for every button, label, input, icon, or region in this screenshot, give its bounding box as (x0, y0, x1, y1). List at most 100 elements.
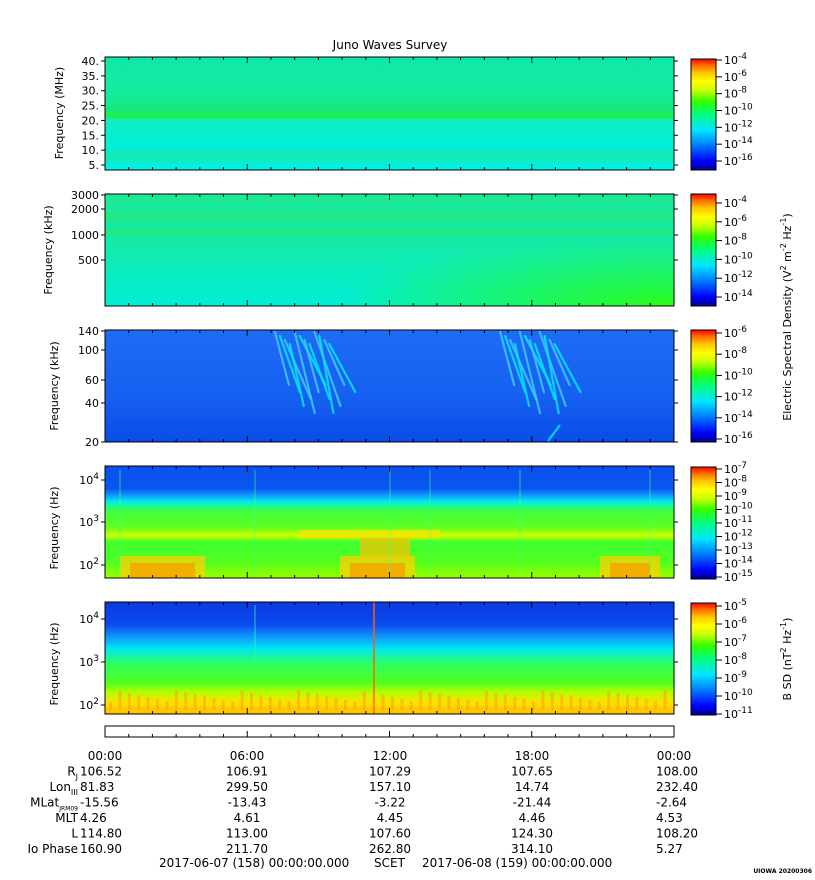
colorbar-tick-label: 10-8 (724, 86, 747, 101)
colorbar-tick-label: 10-8 (724, 233, 747, 248)
ephemeris-value: 232.40 (656, 780, 698, 794)
ephemeris-value: 106.91 (226, 765, 268, 779)
y-tick-label: 40. (82, 55, 100, 68)
colorbar-tick-label: 10-14 (724, 410, 753, 425)
burst-streak (318, 334, 335, 415)
ephemeris-value: 106.52 (80, 765, 122, 779)
panel-3-plot (105, 330, 674, 442)
emission-spike (127, 693, 131, 710)
y-tick-label: 1000 (71, 229, 99, 242)
ephemeris-value: 107.29 (369, 765, 411, 779)
y-tick-label: 500 (78, 254, 99, 267)
panel-3-ylabel: Frequency (kHz) (48, 341, 61, 430)
emission-spike (306, 692, 310, 710)
emission-spike (466, 700, 470, 710)
emission-spike (193, 694, 197, 710)
time-axis (104, 725, 675, 738)
y-tick-label: 102 (79, 697, 99, 712)
emission-spike (325, 696, 329, 710)
emission-spike (485, 691, 488, 710)
colorbar-tick-label: 10-16 (724, 431, 753, 446)
colorbar-tick-label: 10-6 (724, 325, 747, 340)
emission-spike (588, 700, 592, 710)
colorbar-tick-label: 10-5 (724, 598, 747, 613)
colorbar-1 (690, 58, 717, 171)
ephemeris-value: 81.83 (80, 780, 114, 794)
time-label: 06:00 (230, 749, 265, 763)
ephemeris-value: 4.26 (80, 811, 107, 825)
y-tick-label: 15. (82, 129, 100, 142)
burst-streak (303, 338, 320, 394)
ephemeris-value: -2.64 (656, 796, 687, 810)
emission-patch (360, 538, 410, 558)
emission-spike (231, 702, 235, 710)
emission-spike (438, 694, 441, 710)
ephemeris-value: 314.10 (511, 842, 553, 856)
y-tick-label: 3000 (71, 189, 99, 202)
emission-spike (156, 699, 159, 710)
burst-streak (518, 330, 542, 415)
emission-spike (278, 699, 282, 710)
emission-spike (532, 701, 535, 710)
burst-streak (547, 424, 561, 442)
emission-spike (409, 701, 413, 710)
burst-streak (328, 342, 357, 394)
colorbar-tick-label: 10-8 (724, 652, 747, 667)
y-tick-label: 10. (82, 144, 100, 157)
burst-streak (528, 338, 545, 394)
ephemeris-value: 160.90 (80, 842, 122, 856)
emission-spike (118, 691, 122, 710)
colorbar-tick-label: 10-14 (724, 556, 753, 571)
panel-magnetic: 104 103 102 Frequency (Hz) 10-5 10-6 10-7 10-… (48, 598, 794, 721)
ephemeris-row-label: L (71, 827, 78, 841)
burst-streak (293, 330, 316, 415)
emission-spike (287, 701, 291, 710)
y-tick-label: 60 (85, 374, 99, 387)
panel-lfr-high: 140 100 60 40 20 Frequency (kHz) 10-6 10-8 10-… (48, 325, 753, 449)
ephemeris-value: 113.00 (226, 827, 268, 841)
colorbar-tick-label: 10-8 (724, 346, 747, 361)
y-tick-label: 25. (82, 100, 100, 113)
emission-spike (569, 696, 573, 710)
burst-streak (278, 334, 301, 394)
emission-spike (353, 702, 357, 710)
emission-spike (428, 692, 432, 710)
emission-spike (184, 692, 188, 710)
colorbar-tick-label: 10-12 (724, 270, 753, 285)
emission-spike (475, 702, 479, 710)
emission-spike (391, 697, 394, 710)
emission-spike (259, 695, 263, 710)
panel-hfr-high: 40.35.30.25.20.15.10.5. Frequency (MHz) … (53, 52, 753, 172)
footer-right: 2017-06-08 (159) 00:00:00.000 (422, 856, 612, 870)
colorbar-tick-label: 10-6 (724, 214, 747, 229)
emission-spike (626, 695, 629, 710)
colorbar-tick-label: 10-6 (724, 69, 747, 84)
ephemeris-row-label: Io Phase (27, 842, 78, 856)
emission-spike (550, 692, 554, 710)
ephemeris-value: 211.70 (226, 842, 268, 856)
emission-spike (250, 693, 253, 710)
colorbar-2 (690, 193, 717, 307)
colorbar-magnetic-label: B SD (nT2 Hz-1) (779, 618, 794, 701)
ephemeris-value: -21.44 (513, 796, 552, 810)
figure-title: Juno Waves Survey (332, 38, 448, 52)
y-tick-label: 40 (85, 397, 99, 410)
emission-spike (522, 699, 526, 710)
emission-spike (654, 701, 658, 710)
ephemeris-value: 107.65 (511, 765, 553, 779)
emission-patch (610, 563, 650, 578)
ephemeris-value: 108.20 (656, 827, 698, 841)
ephemeris-value: 4.53 (656, 811, 683, 825)
y-tick-label: 35. (82, 70, 100, 83)
colorbar-tick-label: 10-10 (724, 502, 753, 517)
colorbar-tick-label: 10-11 (724, 706, 753, 721)
colorbar-tick-label: 10-14 (724, 289, 753, 304)
colorbar-tick-label: 10-11 (724, 515, 753, 530)
y-tick-label: 100 (78, 344, 99, 357)
y-tick-label: 103 (79, 514, 99, 529)
emission-spike (607, 691, 611, 710)
emission-spike (541, 690, 545, 710)
emission-spike (447, 696, 451, 710)
ephemeris-row-label: RJ (67, 765, 78, 782)
